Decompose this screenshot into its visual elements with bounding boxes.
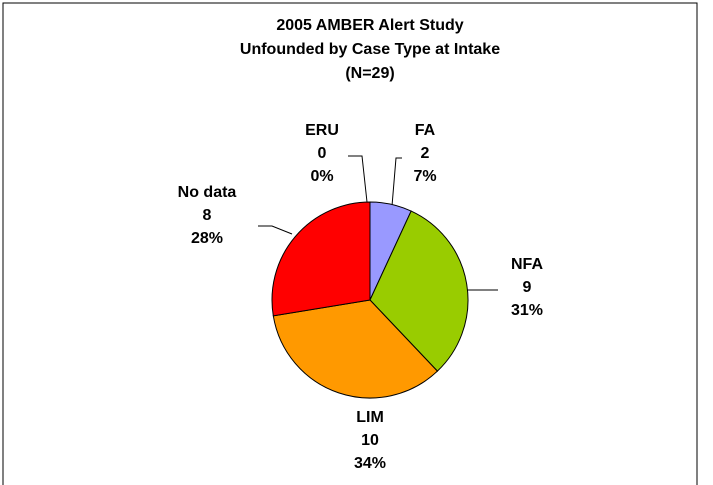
leader-line (258, 225, 293, 235)
slice-percent: 31% (511, 302, 543, 319)
chart-title: (N=29) (345, 65, 394, 82)
slice-value: 9 (523, 279, 532, 296)
pie-slice (271, 201, 371, 317)
slice-percent: 28% (191, 230, 223, 247)
slice-label: ERU (305, 122, 339, 139)
slice-value: 0 (318, 145, 327, 162)
slice-label: NFA (511, 256, 543, 273)
chart-title: Unfounded by Case Type at Intake (240, 41, 500, 58)
slice-label: LIM (356, 409, 384, 426)
slice-percent: 7% (413, 168, 436, 185)
slice-label: No data (178, 184, 237, 201)
slice-value: 10 (361, 432, 379, 449)
leader-line (348, 155, 368, 203)
chart-title: 2005 AMBER Alert Study (276, 17, 463, 34)
slice-value: 2 (421, 145, 430, 162)
pie-slice (369, 210, 469, 372)
slice-percent: 0% (310, 168, 333, 185)
slice-percent: 34% (354, 455, 386, 472)
slice-label: FA (415, 122, 436, 139)
slice-value: 8 (203, 207, 212, 224)
pie-slice (272, 299, 439, 399)
leader-line (391, 157, 402, 207)
